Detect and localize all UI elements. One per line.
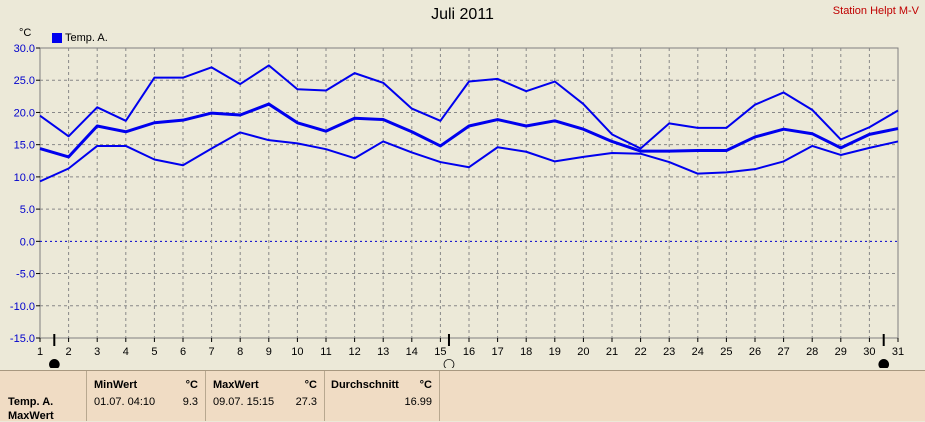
max-unit: °C [304, 379, 317, 391]
x-tick-label: 28 [806, 346, 818, 358]
x-tick-label: 16 [463, 346, 475, 358]
stats-sensor-label: Temp. A. [8, 396, 54, 408]
stats-avg-section: Durchschnitt °C 16.99 [325, 371, 440, 421]
x-tick-label: 1 [37, 346, 43, 358]
x-tick-label: 21 [606, 346, 618, 358]
x-tick-label: 7 [209, 346, 215, 358]
chart-area: Juli 2011 Station Helpt M-V °C Temp. A. … [10, 5, 919, 368]
y-tick-label: -5.0 [16, 269, 35, 281]
station-name: Station Helpt M-V [832, 5, 919, 17]
x-tick-label: 6 [180, 346, 186, 358]
x-tick-label: 17 [491, 346, 503, 358]
min-unit: °C [185, 379, 198, 391]
y-tick-label: 30.0 [14, 43, 35, 55]
range-marker-icon: ● [878, 356, 890, 368]
legend: Temp. A. [52, 32, 108, 44]
x-tick-label: 2 [66, 346, 72, 358]
series-line-max [39, 64, 899, 150]
avg-value: 16.99 [404, 396, 432, 408]
stats-label-section: Temp. A. MaxWert [0, 371, 87, 422]
min-header: MinWert [94, 379, 138, 391]
x-tick-label: 4 [123, 346, 129, 358]
x-tick-label: 13 [377, 346, 389, 358]
x-tick-label: 9 [266, 346, 272, 358]
min-datetime: 01.07. 04:10 [94, 396, 156, 408]
stats-max-section: MaxWert °C 09.07. 15:15 27.3 [206, 371, 325, 421]
y-tick-label: 5.0 [20, 204, 35, 216]
x-tick-label: 31 [892, 346, 904, 358]
x-tick-label: 19 [549, 346, 561, 358]
min-value: 9.3 [182, 396, 198, 408]
x-tick-label: 15 [434, 346, 446, 358]
y-tick-label: 15.0 [14, 140, 35, 152]
x-tick-label: 27 [777, 346, 789, 358]
x-tick-label: 10 [291, 346, 303, 358]
chart-title: Juli 2011 [431, 6, 494, 23]
x-tick-label: 18 [520, 346, 532, 358]
y-tick-label: 25.0 [14, 75, 35, 87]
x-tick-label: 14 [406, 346, 418, 358]
x-tick-label: 11 [320, 346, 331, 358]
legend-swatch [52, 33, 62, 43]
y-axis-unit: °C [19, 27, 32, 39]
x-tick-label: 22 [634, 346, 646, 358]
x-tick-label: 26 [749, 346, 761, 358]
x-tick-label: 29 [835, 346, 847, 358]
statistics-panel: Temp. A. MaxWert MinWert °C 01.07. 04:10… [0, 370, 925, 422]
avg-unit: °C [419, 379, 432, 391]
line-chart: 30.0 25.0 20.0 15.0 10.0 5.0 0.0 -5.0 -10.0 -15.0… [10, 43, 904, 368]
y-tick-label: -15.0 [10, 333, 35, 345]
x-tick-label: 20 [577, 346, 589, 358]
max-value: 27.3 [295, 396, 317, 408]
x-tick-label: 25 [720, 346, 732, 358]
x-tick-label: 30 [863, 346, 875, 358]
avg-header: Durchschnitt [331, 379, 399, 391]
x-tick-label: 12 [348, 346, 360, 358]
x-tick-label: 23 [663, 346, 675, 358]
y-tick-label: 10.0 [14, 172, 35, 184]
range-marker-icon: ● [48, 356, 60, 368]
series-line-min [39, 131, 899, 183]
legend-label: Temp. A. [65, 32, 108, 44]
stats-sensor-label-2: MaxWert [8, 410, 54, 422]
x-tick-label: 3 [94, 346, 100, 358]
x-tick-label: 8 [237, 346, 243, 358]
range-marker-icon: ○ [443, 356, 455, 368]
x-tick-label: 24 [692, 346, 704, 358]
max-datetime: 09.07. 15:15 [213, 396, 275, 408]
y-tick-label: -10.0 [10, 301, 35, 313]
series-line-mittel [39, 102, 899, 159]
y-tick-label: 20.0 [14, 107, 35, 119]
y-tick-label: 0.0 [20, 236, 35, 248]
x-tick-label: 5 [151, 346, 157, 358]
max-header: MaxWert [213, 379, 259, 391]
stats-min-section: MinWert °C 01.07. 04:10 9.3 [87, 371, 206, 421]
